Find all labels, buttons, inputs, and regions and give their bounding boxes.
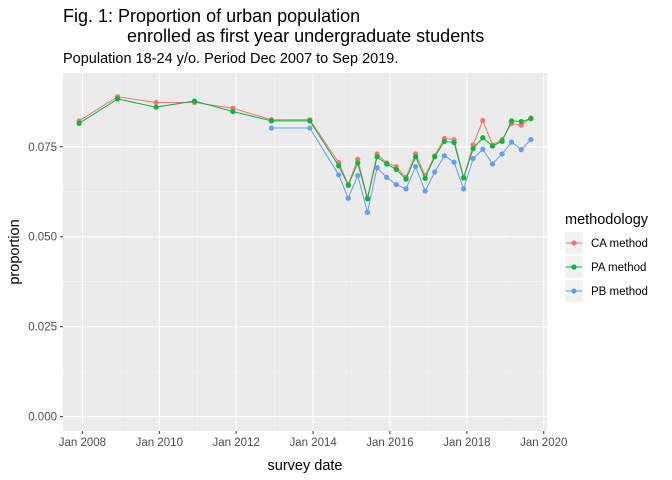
x-tick-label: Jan 2016 [366, 437, 413, 449]
data-point [499, 138, 505, 144]
data-point [480, 135, 486, 141]
legend-item-pa-method: PA method [565, 256, 646, 278]
data-point [307, 118, 313, 124]
data-point [393, 181, 399, 188]
legend-label: PA method [591, 262, 646, 274]
x-tick-label: Jan 2020 [520, 437, 567, 449]
series-line [78, 96, 532, 198]
data-point [403, 186, 409, 192]
data-point [422, 175, 428, 182]
data-point [451, 159, 457, 165]
y-axis: 0.000 0.025 0.050 0.075 [28, 142, 63, 424]
legend-item-ca-method: CA method [565, 232, 648, 254]
legend-label: PB method [591, 286, 648, 298]
data-point [451, 139, 457, 146]
data-point [480, 117, 486, 124]
x-tick-label: Jan 2012 [212, 437, 259, 449]
data-point [441, 138, 447, 144]
data-point [518, 147, 524, 153]
legend-key-point [571, 264, 577, 270]
data-point [364, 196, 371, 202]
series-layer [76, 94, 534, 215]
data-point [230, 108, 236, 115]
x-tick-label: Jan 2008 [59, 437, 106, 449]
data-point [528, 116, 534, 122]
x-tick-label: Jan 2014 [289, 437, 337, 449]
data-point [384, 161, 390, 167]
chart-title-line-1: Fig. 1: Proportion of urban population [63, 6, 361, 26]
legend-items: CA method PA method PB method [565, 232, 648, 302]
legend: methodology CA method PA method PB method [565, 212, 649, 302]
plot-panel [63, 73, 547, 431]
x-tick-label: Jan 2010 [136, 437, 183, 449]
data-point [374, 165, 380, 171]
data-point [461, 175, 467, 181]
data-point [393, 166, 399, 173]
data-point [384, 174, 390, 180]
data-point [480, 146, 486, 152]
data-point [518, 118, 524, 125]
data-point [355, 160, 361, 166]
legend-item-pb-method: PB method [565, 280, 648, 302]
data-point [345, 195, 351, 201]
data-point [461, 186, 467, 192]
data-point [413, 163, 419, 170]
data-point [508, 139, 515, 145]
data-point [307, 125, 313, 131]
series-line [78, 98, 532, 200]
data-point [336, 163, 342, 169]
grid-lines [63, 73, 547, 431]
data-point [499, 151, 505, 157]
chart-title: Fig. 1: Proportion of urban population en… [63, 6, 484, 46]
data-point [470, 145, 476, 152]
data-point [470, 156, 476, 162]
data-point [518, 122, 524, 128]
data-point [268, 125, 275, 131]
x-axis-label: survey date [268, 458, 343, 474]
data-point [153, 104, 159, 110]
data-point [355, 172, 361, 179]
legend-title: methodology [565, 212, 649, 228]
x-axis: Jan 2008 Jan 2010 Jan 2012 Jan 2014 Jan 2016… [59, 431, 567, 449]
legend-key-point [571, 288, 577, 294]
data-point [441, 153, 447, 159]
data-point [191, 98, 198, 104]
data-point [528, 136, 534, 143]
y-tick-label: 0.025 [28, 322, 57, 334]
y-tick-label: 0.050 [28, 232, 57, 244]
data-point [153, 99, 159, 106]
chart-title-line-2: enrolled as first year undergraduate stu… [127, 26, 485, 46]
legend-key-point [571, 240, 577, 246]
data-point [470, 142, 476, 148]
data-point [355, 156, 361, 162]
data-point [508, 118, 515, 124]
data-point [413, 154, 419, 160]
data-point [374, 154, 380, 160]
data-point [364, 209, 371, 215]
x-tick-label: Jan 2018 [443, 437, 490, 449]
series-pa-method [76, 96, 534, 202]
y-tick-label: 0.000 [28, 412, 57, 424]
y-axis-label: proportion [7, 219, 23, 284]
chart-subtitle: Population 18-24 y/o. Period Dec 2007 to… [63, 51, 399, 67]
data-point [489, 143, 496, 149]
data-point [432, 169, 438, 175]
data-point [268, 118, 275, 124]
legend-label: CA method [591, 238, 648, 250]
data-point [432, 154, 438, 160]
data-point [489, 161, 496, 167]
series-pb-method [268, 125, 534, 215]
data-point [403, 176, 409, 182]
data-point [345, 182, 351, 188]
data-point [115, 96, 121, 102]
y-tick-label: 0.075 [28, 142, 57, 154]
data-point [336, 172, 342, 178]
data-point [76, 120, 82, 126]
data-point [422, 188, 428, 194]
